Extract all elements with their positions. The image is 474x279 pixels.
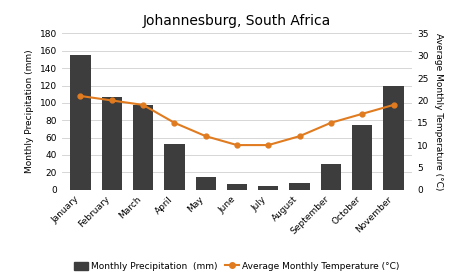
Bar	[290, 183, 310, 190]
Bar	[133, 105, 153, 190]
Bar	[321, 164, 341, 190]
Bar	[258, 186, 279, 190]
Y-axis label: Average Monthly Temperature (°C): Average Monthly Temperature (°C)	[434, 33, 443, 190]
Legend: Monthly Precipitation  (mm), Average Monthly Temperature (°C): Monthly Precipitation (mm), Average Mont…	[71, 258, 403, 275]
Bar	[227, 184, 247, 190]
Bar	[164, 144, 184, 190]
Bar	[383, 86, 404, 190]
Bar	[70, 55, 91, 190]
Bar	[195, 177, 216, 190]
Title: Johannesburg, South Africa: Johannesburg, South Africa	[143, 14, 331, 28]
Bar	[352, 125, 373, 190]
Y-axis label: Monthly Precipitation (mm): Monthly Precipitation (mm)	[25, 50, 34, 174]
Bar	[101, 97, 122, 190]
